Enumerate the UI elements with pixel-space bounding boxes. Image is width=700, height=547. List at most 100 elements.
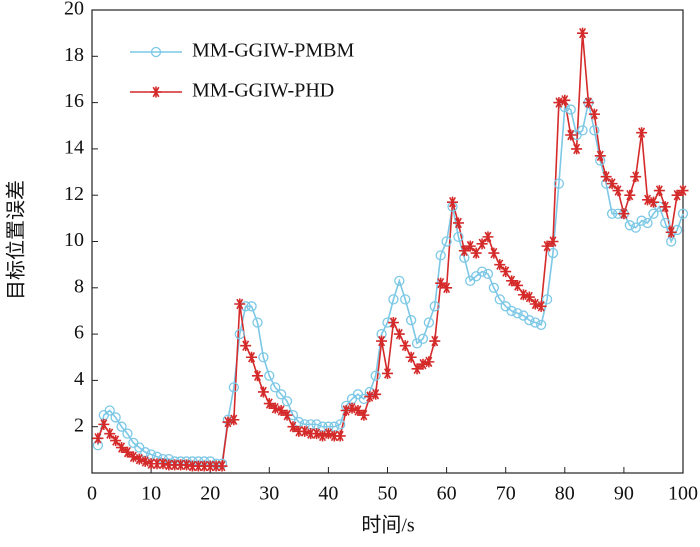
point — [376, 335, 388, 347]
point — [582, 97, 594, 109]
point — [553, 97, 565, 109]
y-tick-label: 14 — [64, 136, 84, 158]
point — [470, 247, 482, 259]
x-tick-label: 30 — [259, 483, 279, 505]
point — [541, 294, 553, 305]
point — [352, 404, 364, 416]
point — [547, 236, 559, 247]
point — [139, 455, 151, 467]
point — [565, 129, 577, 141]
point — [269, 402, 281, 414]
point — [110, 412, 121, 423]
point — [346, 402, 358, 414]
point — [618, 208, 630, 220]
point — [612, 185, 624, 197]
point — [565, 104, 576, 115]
point — [541, 240, 553, 252]
point — [536, 319, 547, 330]
point — [116, 421, 127, 432]
point — [175, 459, 187, 471]
point — [234, 328, 245, 340]
point — [588, 108, 600, 120]
point — [494, 294, 505, 305]
legend-marker — [150, 46, 162, 58]
point — [151, 458, 163, 470]
point — [642, 217, 653, 229]
point — [624, 220, 635, 231]
point — [263, 398, 275, 410]
x-tick-label: 100 — [668, 483, 698, 505]
point — [133, 453, 145, 465]
point — [405, 315, 417, 326]
x-tick-label: 10 — [141, 483, 161, 505]
y-tick-label: 20 — [64, 0, 84, 20]
point — [335, 419, 346, 430]
point — [382, 367, 393, 379]
point — [122, 428, 133, 439]
x-tick-label: 0 — [87, 483, 97, 505]
point — [388, 294, 399, 305]
x-tick-label: 20 — [200, 483, 220, 505]
point — [447, 196, 459, 208]
point — [299, 425, 311, 437]
plot-frame — [91, 9, 684, 474]
point — [506, 305, 517, 317]
point — [181, 459, 193, 471]
point — [482, 231, 494, 243]
series-line — [97, 33, 684, 467]
point — [589, 125, 600, 136]
point — [186, 460, 198, 472]
x-axis-label: 时间/s — [361, 514, 415, 537]
point — [270, 382, 281, 393]
point — [417, 358, 429, 370]
y-axis-label: 目标位置误差 — [5, 180, 28, 300]
x-tick-label: 40 — [318, 483, 338, 505]
point — [222, 416, 234, 428]
x-tick-label: 60 — [437, 483, 457, 505]
y-tick-label: 4 — [74, 368, 84, 390]
point — [423, 356, 435, 368]
point — [104, 428, 116, 440]
point — [648, 208, 659, 219]
y-tick-label: 2 — [74, 414, 84, 436]
point — [529, 298, 541, 310]
point — [394, 275, 405, 287]
point — [275, 404, 287, 416]
point — [275, 389, 287, 400]
point — [482, 268, 494, 280]
point — [121, 446, 133, 458]
point — [264, 370, 275, 381]
point — [488, 282, 500, 293]
point — [535, 300, 547, 312]
point — [157, 458, 169, 470]
legend-marker — [150, 86, 162, 98]
point — [547, 247, 559, 259]
point — [659, 201, 671, 213]
point — [399, 340, 411, 352]
point — [246, 301, 257, 312]
legend-label: MM-GGIW-PMBM — [192, 40, 354, 62]
point — [104, 405, 115, 416]
point — [452, 217, 464, 229]
point — [677, 208, 689, 219]
point — [512, 308, 523, 319]
x-tick-label: 70 — [496, 483, 516, 505]
point — [228, 382, 239, 393]
point — [305, 428, 317, 440]
point — [559, 94, 571, 106]
point — [293, 425, 305, 437]
x-tick-label: 80 — [555, 483, 575, 505]
point — [630, 171, 642, 183]
point — [458, 245, 470, 257]
point — [387, 317, 399, 329]
point — [228, 414, 240, 426]
point — [476, 266, 488, 277]
point — [512, 279, 524, 291]
point — [464, 240, 476, 252]
point — [600, 171, 612, 183]
point — [322, 428, 334, 440]
point — [630, 222, 641, 233]
series-line — [97, 102, 684, 465]
point — [287, 421, 299, 433]
point — [246, 351, 258, 363]
